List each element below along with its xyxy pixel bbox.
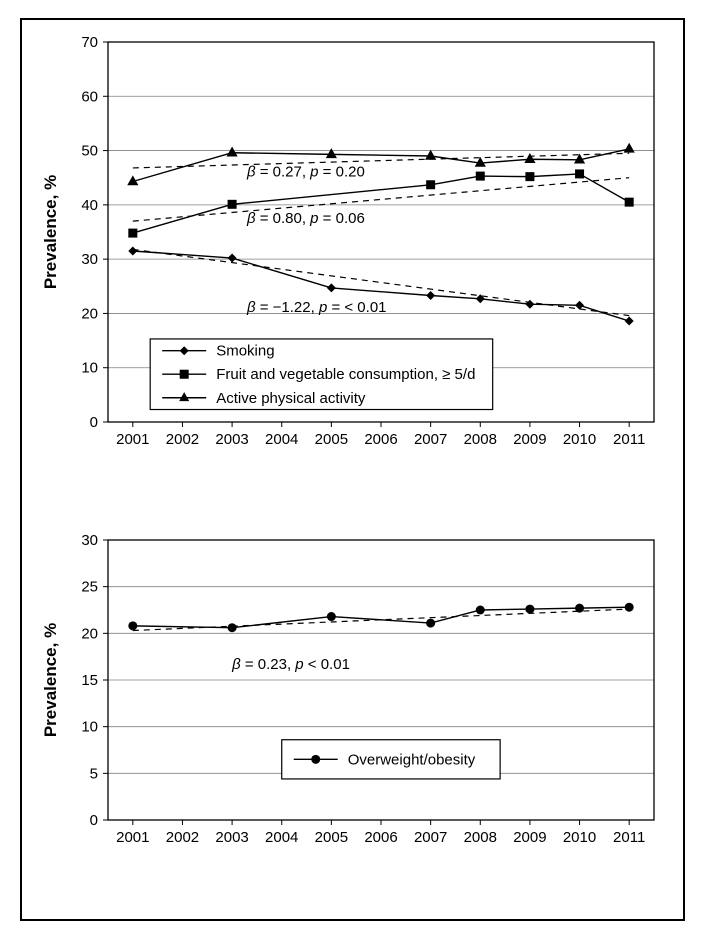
y-tick-label: 50: [81, 143, 98, 160]
x-tick-label: 2008: [464, 431, 497, 448]
data-marker: [575, 169, 584, 178]
x-tick-label: 2004: [265, 431, 298, 448]
series-annotation: β = 0.27, p = 0.20: [246, 164, 365, 181]
x-tick-label: 2001: [116, 829, 149, 846]
x-tick-label: 2002: [166, 829, 199, 846]
x-tick-label: 2007: [414, 829, 447, 846]
legend-label: Smoking: [216, 343, 274, 360]
data-marker: [128, 229, 137, 238]
y-tick-label: 70: [81, 34, 98, 51]
x-tick-label: 2005: [315, 829, 348, 846]
data-marker: [525, 605, 534, 614]
y-tick-label: 10: [81, 360, 98, 377]
legend-label: Active physical activity: [216, 390, 366, 407]
y-tick-label: 20: [81, 305, 98, 322]
top-chart-panel: 0 10 20 30 40 50 60 70 2001 2002 2003 2004 2005 2006 2…: [36, 32, 669, 502]
y-axis-label: Prevalence, %: [41, 623, 60, 737]
x-tick-label: 2011: [613, 431, 645, 448]
figure-container: 0102030405060702001200220032004200520062…: [0, 0, 705, 939]
data-marker: [426, 619, 435, 628]
x-tick-label: 2006: [364, 431, 397, 448]
y-tick-label: 30: [81, 532, 98, 549]
data-marker: [228, 623, 237, 632]
legend-marker: [311, 755, 320, 764]
series-annotation: β = −1.22, p = < 0.01: [246, 299, 387, 316]
x-tick-label: 2007: [414, 431, 447, 448]
y-tick-label: 30: [81, 251, 98, 268]
x-tick-label: 2004: [265, 829, 298, 846]
bottom-chart-panel: 0 5 10 15 20 25 30 2001 2002 2003 2004 2005 2006 2007…: [36, 530, 669, 900]
x-tick-label: 2002: [166, 431, 199, 448]
y-tick-label: 25: [81, 579, 98, 596]
y-tick-label: 15: [81, 672, 98, 689]
data-marker: [476, 172, 485, 181]
series-annotation: β = 0.23, p < 0.01: [231, 656, 350, 673]
series-annotation: β = 0.80, p = 0.06: [246, 210, 365, 227]
top-chart-svg: 0 10 20 30 40 50 60 70 2001 2002 2003 2004 2005 2006 2…: [36, 32, 666, 502]
x-tick-label: 2005: [315, 431, 348, 448]
data-marker: [575, 604, 584, 613]
x-tick-label: 2009: [513, 431, 546, 448]
y-axis-label: Prevalence, %: [41, 175, 60, 289]
data-marker: [476, 606, 485, 615]
figure-frame: 0102030405060702001200220032004200520062…: [20, 18, 685, 921]
x-tick-label: 2010: [563, 431, 596, 448]
x-tick-label: 2010: [563, 829, 596, 846]
x-tick-label: 2003: [215, 829, 248, 846]
y-tick-label: 20: [81, 625, 98, 642]
data-marker: [525, 172, 534, 181]
x-tick-label: 2008: [464, 829, 497, 846]
data-marker: [426, 180, 435, 189]
data-marker: [128, 621, 137, 630]
y-tick-label: 5: [90, 765, 98, 782]
y-tick-label: 40: [81, 197, 98, 214]
legend-label: Overweight/obesity: [348, 751, 476, 768]
x-tick-label: 2011: [613, 829, 645, 846]
x-tick-label: 2006: [364, 829, 397, 846]
y-tick-label: 60: [81, 88, 98, 105]
y-tick-label: 0: [90, 414, 98, 431]
x-tick-label: 2003: [215, 431, 248, 448]
x-tick-label: 2009: [513, 829, 546, 846]
y-tick-label: 0: [90, 812, 98, 829]
data-marker: [625, 603, 634, 612]
bottom-chart-svg: 0 5 10 15 20 25 30 2001 2002 2003 2004 2005 2006 2007…: [36, 530, 666, 900]
data-marker: [625, 198, 634, 207]
y-tick-label: 10: [81, 719, 98, 736]
legend-label: Fruit and vegetable consumption, ≥ 5/d: [216, 366, 475, 383]
legend-marker: [180, 370, 189, 379]
data-marker: [327, 612, 336, 621]
x-tick-label: 2001: [116, 431, 149, 448]
data-marker: [228, 200, 237, 209]
